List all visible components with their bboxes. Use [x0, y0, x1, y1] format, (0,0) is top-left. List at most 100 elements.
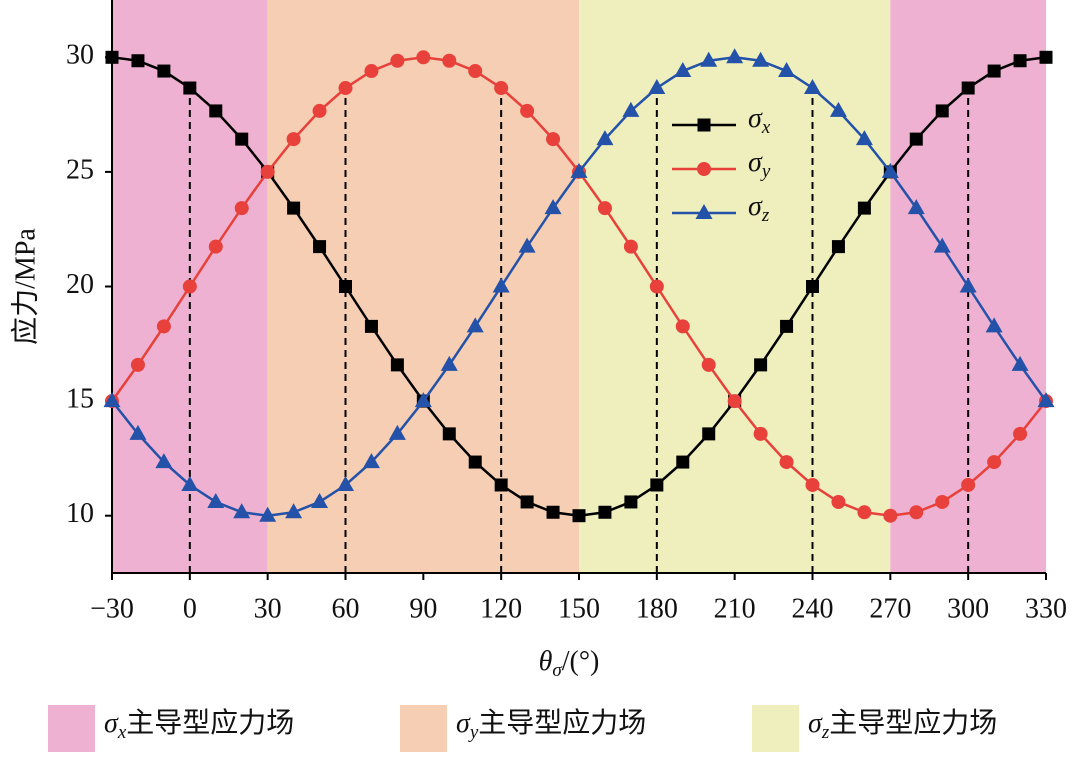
x-tick-label: 180 — [636, 593, 678, 624]
data-point — [235, 132, 249, 146]
data-point — [287, 201, 301, 215]
y-tick-label: 20 — [66, 269, 94, 300]
data-point — [286, 132, 301, 147]
data-point — [388, 424, 406, 440]
data-point — [597, 201, 612, 216]
legend-swatch — [400, 705, 447, 752]
data-point — [155, 453, 173, 469]
y-tick-label: 15 — [66, 384, 94, 415]
data-point — [961, 477, 976, 492]
x-tick-label: 240 — [792, 593, 834, 624]
data-point — [182, 279, 197, 294]
data-point — [624, 495, 638, 509]
data-point — [364, 319, 378, 333]
data-point — [468, 455, 482, 469]
x-tick-label: 90 — [409, 593, 437, 624]
legend-label: σx — [748, 103, 771, 138]
data-point — [987, 64, 1001, 78]
x-axis-title: θσ/(°) — [539, 646, 600, 681]
data-point — [492, 277, 510, 293]
y-tick-label: 25 — [66, 154, 94, 185]
data-point — [414, 392, 432, 408]
data-point — [754, 358, 768, 372]
data-point — [466, 317, 484, 333]
data-point — [209, 104, 223, 118]
data-point — [857, 201, 871, 215]
x-tick-label: 30 — [254, 593, 282, 624]
data-point — [259, 506, 277, 522]
legend-label: σz主导型应力场 — [808, 707, 997, 743]
data-point — [260, 164, 275, 179]
data-point — [829, 101, 847, 117]
data-point — [442, 427, 456, 441]
data-point — [442, 53, 457, 68]
data-point — [726, 48, 744, 64]
x-tick-label: 60 — [332, 593, 360, 624]
data-point — [805, 477, 820, 492]
data-point — [390, 358, 404, 372]
y-axis-title: 应力/MPa — [9, 228, 41, 345]
data-point — [622, 101, 640, 117]
data-point — [103, 392, 121, 408]
data-point — [207, 492, 225, 508]
data-point — [390, 53, 405, 68]
data-point — [804, 79, 821, 95]
data-point — [959, 277, 977, 293]
data-point — [697, 162, 711, 176]
data-point — [546, 505, 560, 519]
legend-label: σx主导型应力场 — [104, 707, 294, 743]
data-point — [338, 81, 353, 96]
data-point — [494, 81, 509, 96]
data-point — [727, 394, 742, 409]
data-point — [831, 494, 846, 509]
data-point — [131, 54, 145, 68]
legend-label: σy — [748, 147, 771, 182]
y-tick-label: 30 — [66, 40, 94, 71]
data-point — [753, 426, 768, 441]
x-tick-label: 300 — [947, 593, 989, 624]
data-point — [234, 201, 249, 216]
data-point — [156, 319, 171, 334]
x-tick-label: 0 — [183, 593, 197, 624]
data-point — [831, 240, 845, 254]
x-tick-label: 150 — [558, 593, 600, 624]
data-point — [650, 478, 664, 492]
data-point — [440, 355, 458, 371]
legend-label: σy主导型应力场 — [456, 707, 646, 743]
data-point — [1039, 50, 1053, 64]
x-tick-label: 210 — [714, 593, 756, 624]
data-point — [987, 455, 1002, 470]
data-point — [572, 509, 586, 523]
data-point — [520, 103, 535, 118]
data-point — [778, 62, 796, 78]
data-point — [362, 453, 380, 469]
x-tick-label: 270 — [869, 593, 911, 624]
data-point — [985, 317, 1003, 333]
data-point — [570, 162, 588, 178]
data-point — [416, 50, 431, 65]
data-point — [752, 51, 770, 67]
data-point — [701, 357, 716, 372]
data-point — [364, 64, 379, 79]
data-point — [1013, 426, 1028, 441]
data-point — [883, 508, 898, 523]
data-point — [313, 240, 327, 254]
data-point — [183, 81, 197, 95]
data-point — [1037, 392, 1055, 408]
data-point — [779, 455, 794, 470]
data-point — [105, 50, 119, 64]
data-point — [520, 495, 534, 509]
data-point — [596, 130, 614, 146]
data-point — [312, 103, 327, 118]
data-point — [674, 62, 692, 78]
data-point — [623, 239, 638, 254]
data-point — [780, 319, 794, 333]
data-point — [648, 79, 666, 95]
data-point — [1011, 355, 1029, 371]
data-point — [675, 319, 690, 334]
data-point — [695, 204, 713, 219]
x-tick-label: 330 — [1025, 593, 1067, 624]
data-point — [468, 64, 483, 79]
data-point — [700, 51, 718, 67]
